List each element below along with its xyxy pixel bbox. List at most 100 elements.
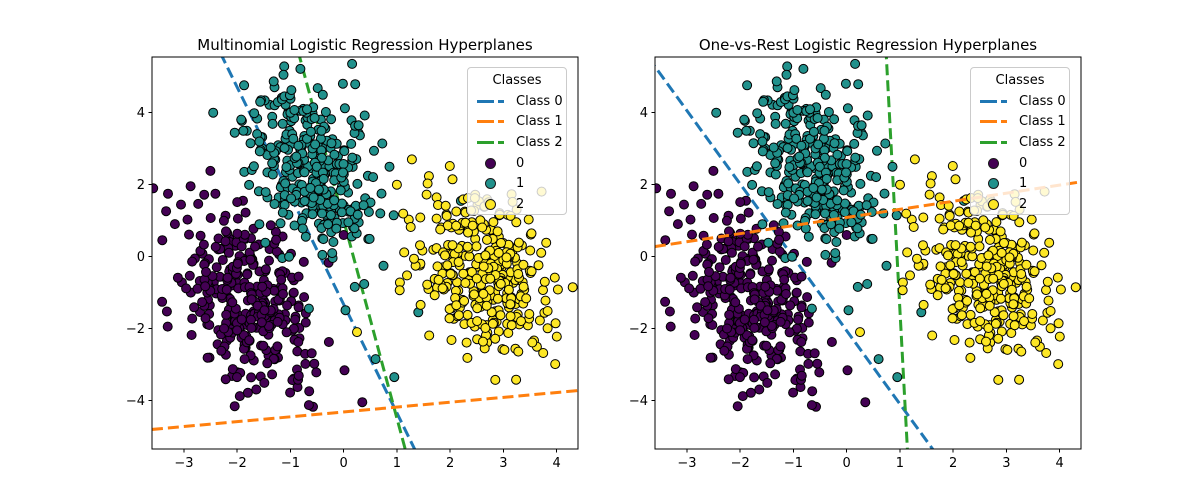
- scatter-point: [444, 313, 455, 324]
- scatter-point: [358, 200, 369, 211]
- x-axis-ticks: −3 −2 −1 0 1 2 3 4: [677, 449, 1064, 471]
- scatter-point: [789, 85, 800, 96]
- scatter-point: [258, 340, 269, 351]
- scatter-point: [540, 295, 551, 306]
- scatter-point: [538, 285, 548, 296]
- scatter-point: [664, 306, 675, 317]
- scatter-point: [176, 199, 186, 210]
- scatter-point: [823, 107, 834, 117]
- legend-entry-marker-2: 2: [977, 194, 1069, 215]
- scatter-point: [471, 241, 482, 252]
- scatter-point: [945, 260, 956, 271]
- scatter-point: [852, 223, 863, 234]
- scatter-point: [480, 323, 491, 333]
- scatter-point: [990, 318, 1001, 329]
- scatter-point: [550, 359, 561, 370]
- scatter-point: [747, 179, 758, 190]
- scatter-point: [488, 217, 499, 228]
- scatter-point: [774, 234, 785, 245]
- scatter-point: [970, 220, 981, 231]
- scatter-point: [962, 295, 973, 306]
- scatter-point: [988, 273, 999, 284]
- scatter-point: [732, 127, 743, 138]
- x-tick-label: 3: [1002, 456, 1010, 471]
- scatter-point: [748, 314, 759, 325]
- scatter-point: [505, 299, 516, 310]
- scatter-point: [720, 255, 731, 265]
- scatter-point: [352, 327, 362, 338]
- scatter-point: [711, 107, 722, 118]
- scatter-point: [784, 327, 795, 338]
- scatter-point: [329, 149, 340, 160]
- scatter-point: [1044, 237, 1055, 248]
- scatter-point: [172, 272, 183, 283]
- legend-entry-label: Class 1: [1019, 114, 1066, 130]
- scatter-point: [195, 230, 206, 241]
- scatter-point: [1026, 214, 1037, 225]
- scatter-point: [726, 247, 737, 258]
- scatter-point: [424, 330, 435, 341]
- scatter-point: [879, 188, 890, 199]
- scatter-point: [950, 240, 961, 251]
- scatter-point: [526, 228, 537, 239]
- scatter-point: [808, 183, 819, 193]
- x-tick-label: −2: [228, 456, 247, 471]
- scatter-point: [796, 271, 807, 282]
- scatter-point: [814, 161, 825, 172]
- scatter-point: [451, 206, 462, 217]
- scatter-point: [819, 152, 830, 163]
- scatter-point: [846, 217, 857, 228]
- x-tick-label: 3: [499, 456, 507, 471]
- scatter-point: [481, 300, 492, 311]
- scatter-point: [771, 76, 782, 87]
- scatter-point: [278, 69, 289, 80]
- scatter-point: [221, 284, 232, 295]
- scatter-point: [208, 107, 219, 118]
- scatter-point: [511, 374, 522, 385]
- scatter-point: [1036, 260, 1047, 271]
- scatter-point: [490, 333, 501, 344]
- scatter-point: [271, 234, 282, 245]
- scatter-point: [447, 240, 458, 251]
- scatter-point: [326, 138, 337, 149]
- scatter-point: [748, 138, 759, 149]
- scatter-point: [199, 189, 210, 200]
- scatter-point: [282, 300, 293, 311]
- scatter-point: [950, 174, 961, 185]
- scatter-point: [810, 209, 821, 220]
- scatter-point: [815, 83, 826, 94]
- scatter-point: [281, 327, 292, 338]
- scatter-point: [760, 281, 771, 292]
- scatter-point: [821, 234, 832, 245]
- scatter-point: [801, 256, 812, 267]
- scatter-point: [493, 247, 504, 258]
- scatter-point: [552, 284, 563, 295]
- scatter-point: [1043, 295, 1054, 306]
- scatter-point: [684, 283, 695, 294]
- legend-entry-label: Class 0: [1019, 93, 1066, 109]
- x-tick-label: 0: [340, 456, 348, 471]
- scatter-point: [152, 183, 159, 194]
- scatter-point: [723, 236, 734, 247]
- scatter-point: [785, 300, 796, 311]
- scatter-point: [974, 241, 985, 252]
- scatter-point: [469, 289, 480, 300]
- scatter-point: [791, 287, 802, 298]
- scatter-point: [752, 108, 763, 119]
- scatter-point: [495, 278, 506, 289]
- scatter-point: [696, 198, 707, 209]
- scatter-point: [895, 179, 905, 190]
- scatter-point: [834, 223, 845, 234]
- scatter-point: [184, 229, 194, 240]
- x-tick-label: 2: [446, 456, 454, 471]
- scatter-class-0: [152, 165, 368, 412]
- scatter-point: [518, 281, 529, 292]
- scatter-point: [272, 341, 283, 352]
- scatter-point: [280, 178, 291, 189]
- x-tick-label: −2: [731, 456, 750, 471]
- scatter-point: [802, 292, 813, 303]
- scatter-point: [1027, 309, 1038, 319]
- scatter-point: [550, 318, 561, 329]
- scatter-point: [352, 178, 363, 189]
- scatter-point: [739, 314, 750, 325]
